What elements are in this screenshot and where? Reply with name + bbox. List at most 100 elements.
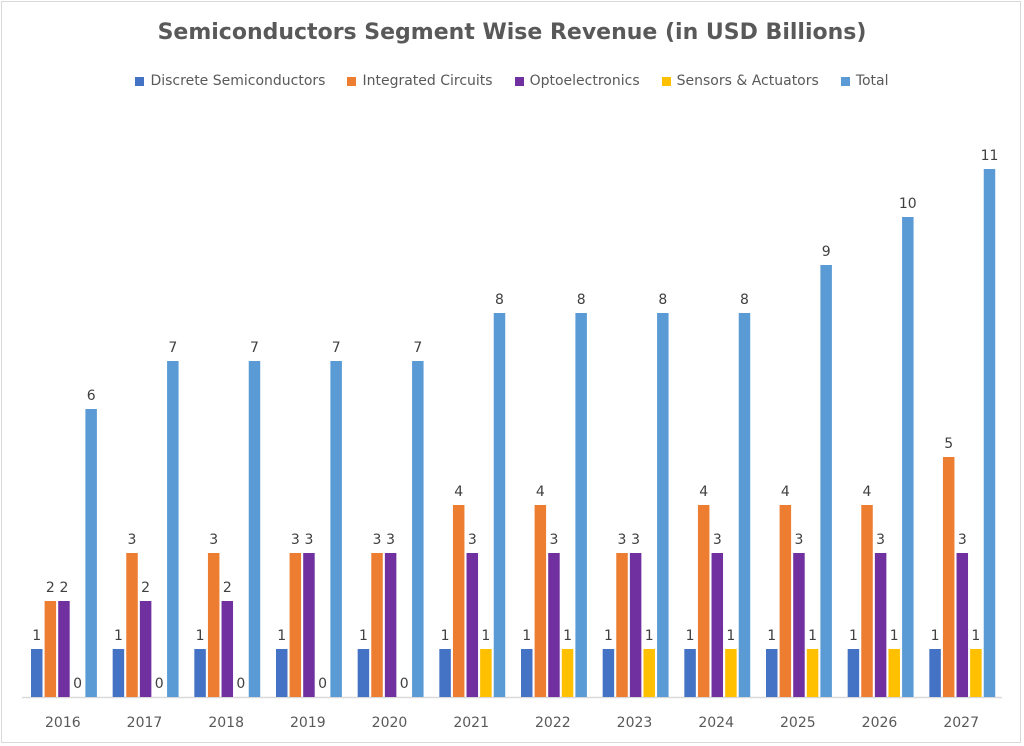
- x-tick-label: 2024: [698, 715, 734, 731]
- bar: [970, 649, 982, 697]
- legend: Discrete Semiconductors Integrated Circui…: [0, 73, 1024, 89]
- bar: [657, 313, 669, 697]
- legend-swatch: [661, 76, 671, 86]
- bar: [276, 649, 288, 697]
- legend-label: Discrete Semiconductors: [150, 73, 326, 89]
- data-label: 0: [155, 676, 164, 692]
- data-label: 3: [631, 532, 640, 548]
- bar: [221, 601, 234, 697]
- bar: [466, 553, 479, 697]
- data-label: 4: [699, 484, 708, 500]
- data-label: 1: [522, 628, 531, 644]
- x-tick-label: 2022: [535, 715, 571, 731]
- legend-item: Discrete Semiconductors: [135, 73, 325, 89]
- bar: [820, 265, 832, 697]
- bar: [85, 409, 97, 697]
- bar: [983, 169, 996, 697]
- data-label: 1: [971, 628, 980, 644]
- bar: [942, 457, 955, 697]
- bar: [548, 553, 560, 697]
- bar: [207, 553, 220, 697]
- legend-label: Integrated Circuits: [362, 73, 493, 89]
- bar: [58, 601, 70, 697]
- data-label: 3: [958, 532, 967, 548]
- legend-swatch: [840, 76, 850, 86]
- data-label: 1: [604, 628, 613, 644]
- bar: [371, 553, 383, 697]
- legend-label: Optoelectronics: [529, 73, 640, 89]
- data-label: 3: [876, 532, 885, 548]
- bar: [357, 649, 370, 697]
- bar: [330, 361, 342, 697]
- legend-item: Sensors & Actuators: [661, 73, 819, 89]
- bar: [888, 649, 900, 697]
- bar: [534, 505, 547, 697]
- x-tick-label: 2017: [127, 715, 163, 731]
- data-label: 8: [658, 292, 667, 308]
- bar: [956, 553, 969, 697]
- data-label: 1: [686, 628, 695, 644]
- bar: [452, 505, 465, 697]
- bar: [725, 649, 737, 697]
- data-label: 3: [794, 532, 803, 548]
- bar: [289, 553, 302, 697]
- data-label: 3: [304, 532, 313, 548]
- data-label: 1: [441, 628, 450, 644]
- bar: [874, 553, 887, 697]
- data-label: 1: [931, 628, 940, 644]
- bar: [44, 601, 57, 697]
- bar: [861, 505, 873, 697]
- bar: [31, 649, 43, 697]
- x-tick-label: 2016: [45, 715, 81, 731]
- legend-label: Total: [855, 73, 889, 89]
- bar: [806, 649, 819, 697]
- data-label: 8: [577, 292, 586, 308]
- legend-swatch: [135, 76, 145, 86]
- x-tick-label: 2025: [780, 715, 816, 731]
- data-label: 3: [128, 532, 137, 548]
- bar: [697, 505, 710, 697]
- data-label: 1: [196, 628, 205, 644]
- bar: [248, 361, 261, 697]
- bar: [194, 649, 206, 697]
- x-tick-label: 2020: [372, 715, 408, 731]
- bar: [929, 649, 941, 697]
- data-label: 1: [359, 628, 368, 644]
- bar: [167, 361, 179, 697]
- data-label: 5: [944, 436, 953, 452]
- data-label: 7: [413, 340, 422, 356]
- data-label: 9: [822, 244, 831, 260]
- data-label: 4: [781, 484, 790, 500]
- legend-label: Sensors & Actuators: [676, 73, 819, 89]
- bar: [684, 649, 696, 697]
- bar: [779, 505, 792, 697]
- data-label: 0: [236, 676, 245, 692]
- data-label: 1: [563, 628, 572, 644]
- data-label: 2: [223, 580, 232, 596]
- x-tick-label: 2021: [453, 715, 489, 731]
- data-label: 1: [32, 628, 41, 644]
- bar: [616, 553, 628, 697]
- bar: [629, 553, 642, 697]
- data-label: 1: [767, 628, 776, 644]
- data-label: 1: [726, 628, 735, 644]
- bar: [412, 361, 424, 697]
- x-tick-label: 2019: [290, 715, 326, 731]
- data-label: 2: [141, 580, 150, 596]
- data-label: 0: [400, 676, 409, 692]
- bar: [521, 649, 533, 697]
- x-tick-label: 2026: [862, 715, 898, 731]
- x-tick-label: 2027: [943, 715, 979, 731]
- bar: [902, 217, 914, 697]
- bar: [303, 553, 315, 697]
- data-label: 1: [481, 628, 490, 644]
- data-label: 7: [332, 340, 341, 356]
- bar: [493, 313, 506, 697]
- chart-title: Semiconductors Segment Wise Revenue (in …: [157, 20, 867, 45]
- data-label: 0: [318, 676, 327, 692]
- legend-item: Integrated Circuits: [347, 73, 493, 89]
- data-label: 3: [549, 532, 558, 548]
- data-label: 3: [386, 532, 395, 548]
